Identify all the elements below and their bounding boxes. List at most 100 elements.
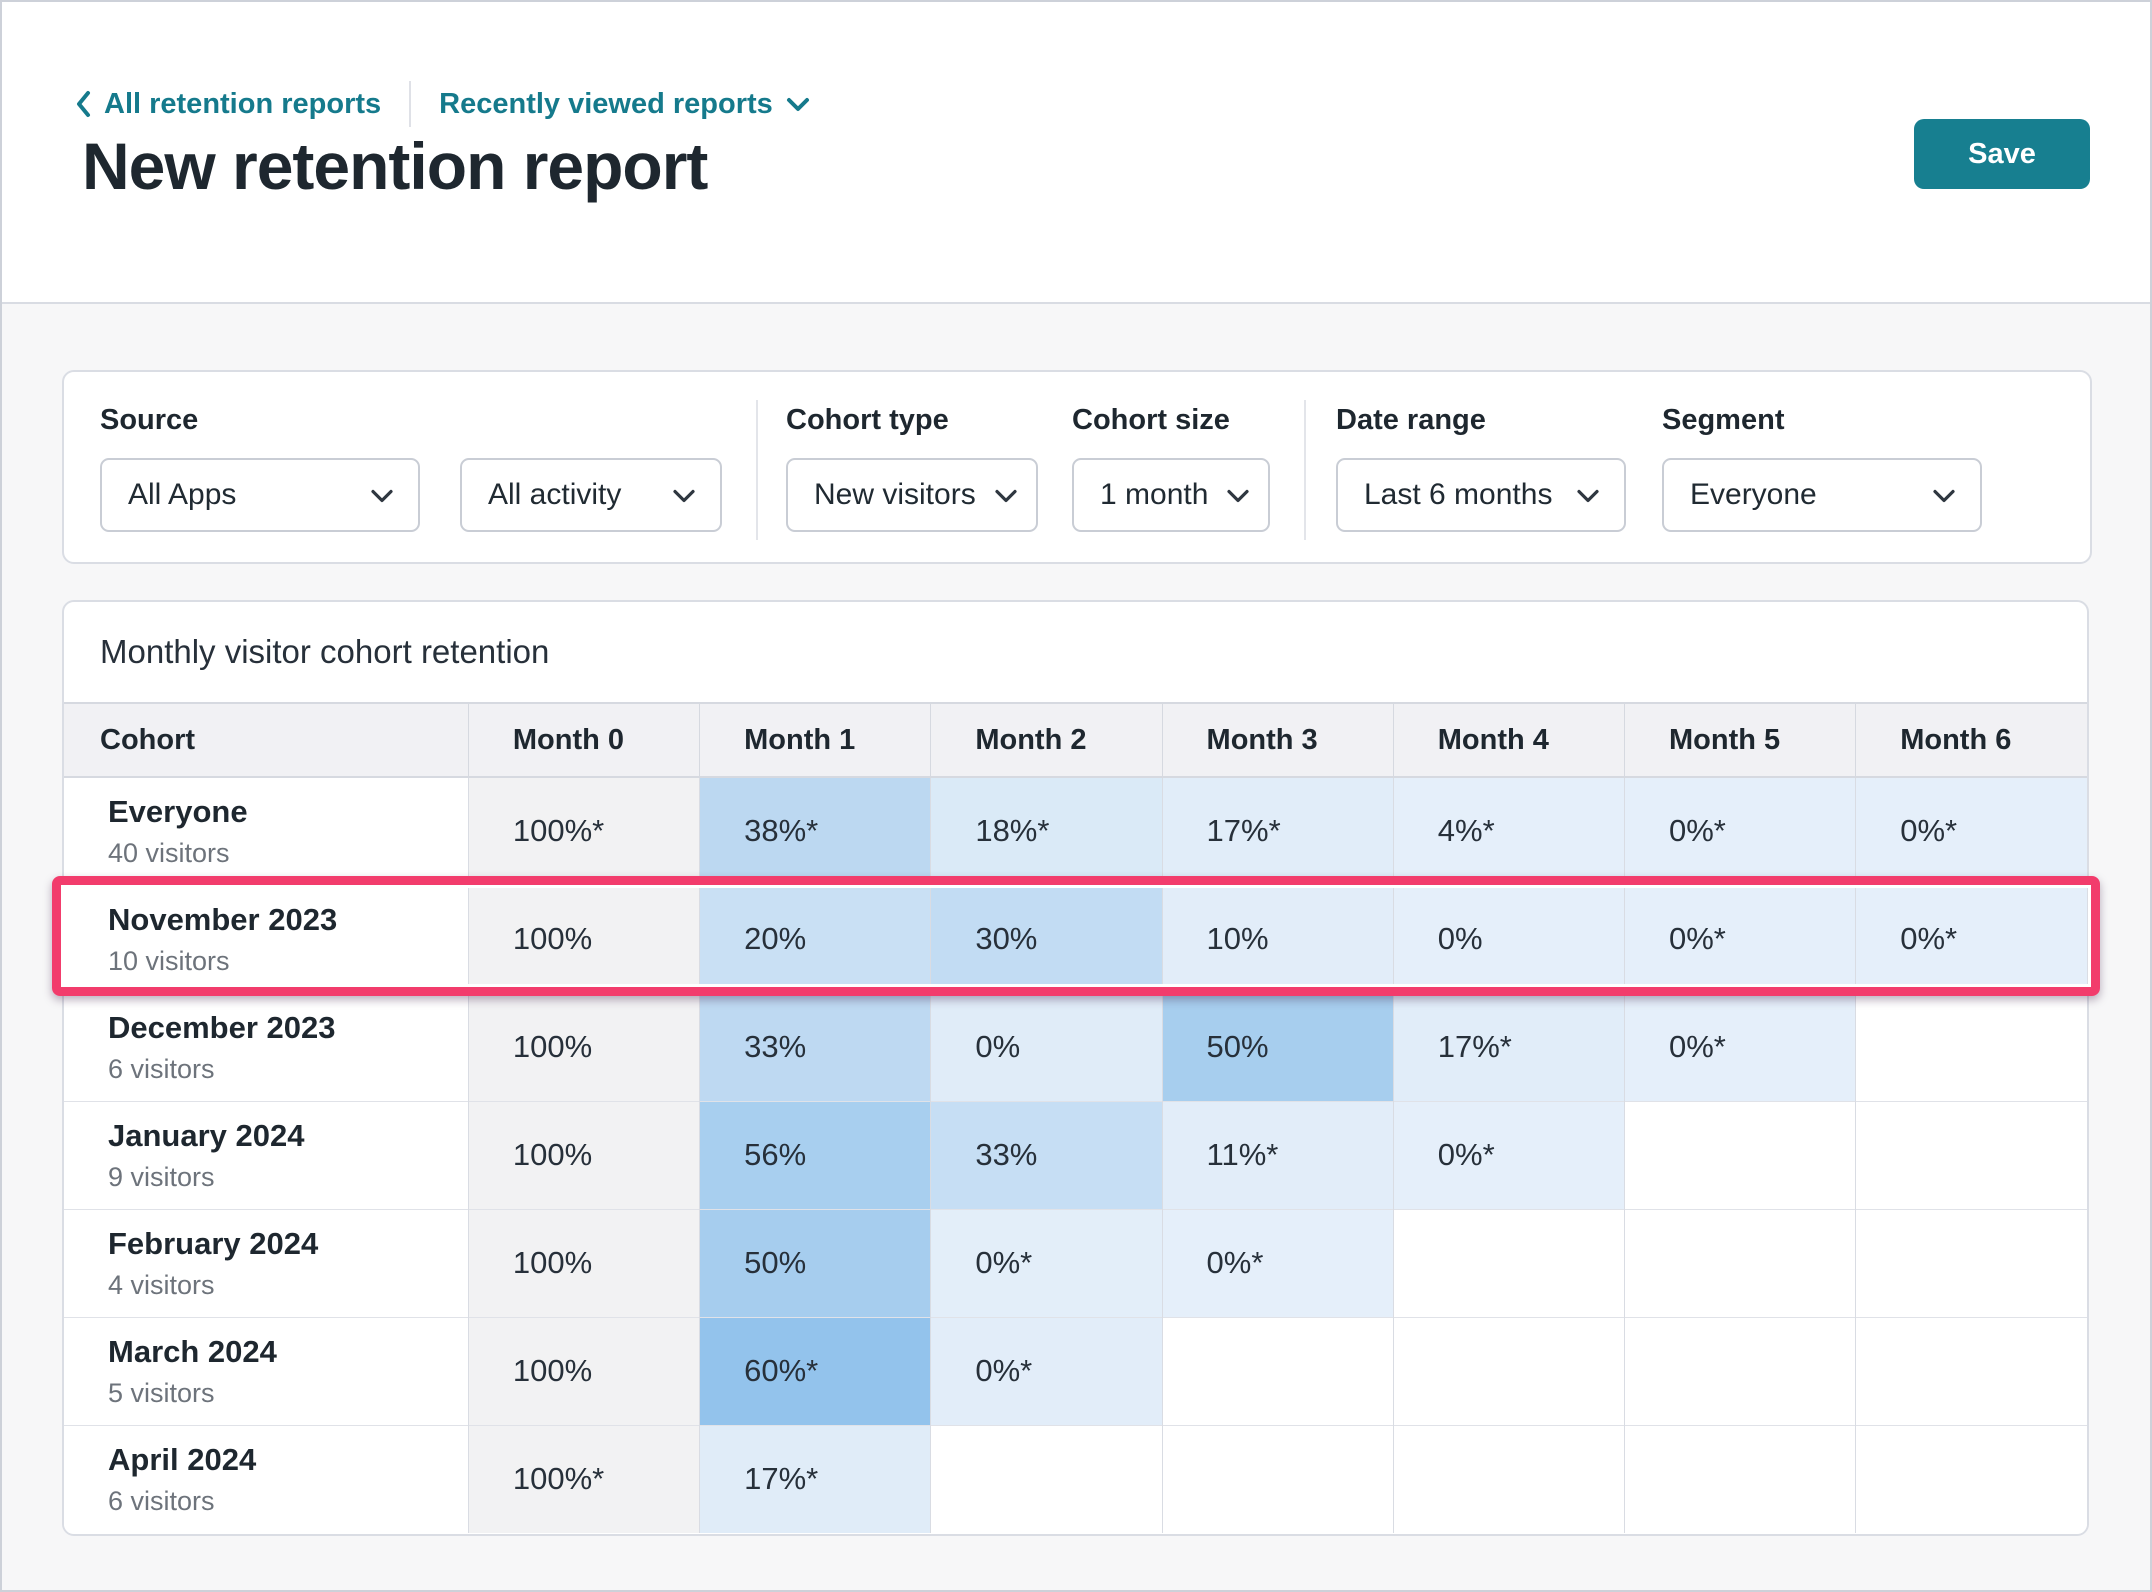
retention-value-cell: 56%	[699, 1100, 932, 1209]
retention-value-cell	[930, 1424, 1163, 1533]
table-row: November 2023 10 visitors 100% 20% 30% 10% 0% 0…	[64, 884, 2087, 993]
retention-value-cell: 100%*	[468, 777, 701, 885]
retention-value-cell: 20%	[699, 884, 932, 993]
retention-value-cell	[1624, 1424, 1857, 1533]
breadcrumb: All retention reports Recently viewed re…	[74, 81, 811, 127]
retention-value-cell: 0%*	[1624, 884, 1857, 993]
table-row: January 2024 9 visitors 100% 56% 33% 11%* 0%*	[64, 1100, 2087, 1209]
save-button[interactable]: Save	[1914, 119, 2090, 189]
cohort-size-label: Cohort size	[1072, 404, 1230, 436]
retention-value-cell: 50%	[1162, 992, 1394, 1101]
recently-viewed-label: Recently viewed reports	[439, 87, 773, 120]
cohort-visitors: 4 visitors	[108, 1269, 215, 1300]
cohort-name: December 2023	[108, 1009, 336, 1045]
cohort-name: Everyone	[108, 793, 248, 829]
retention-value-cell	[1855, 1208, 2087, 1317]
source-activity-value: All activity	[488, 478, 622, 511]
source-activity-dropdown[interactable]: All activity	[460, 458, 722, 532]
cohort-cell: March 2024 5 visitors	[64, 1316, 469, 1425]
chevron-left-icon	[74, 89, 92, 119]
retention-value-cell	[1855, 1100, 2087, 1209]
table-row: February 2024 4 visitors 100% 50% 0%* 0%*	[64, 1208, 2087, 1317]
filters-divider	[756, 400, 758, 540]
retention-value-cell: 17%*	[1393, 992, 1625, 1101]
retention-value-cell: 4%*	[1393, 777, 1625, 885]
date-range-dropdown[interactable]: Last 6 months	[1336, 458, 1626, 532]
breadcrumb-back-link[interactable]: All retention reports	[74, 88, 381, 121]
cohort-cell: April 2024 6 visitors	[64, 1424, 469, 1533]
retention-value-cell: 0%*	[1855, 777, 2087, 885]
recently-viewed-dropdown[interactable]: Recently viewed reports	[439, 88, 811, 121]
cohort-visitors: 10 visitors	[108, 945, 230, 976]
table-title: Monthly visitor cohort retention	[100, 633, 550, 670]
cohort-retention-table: Cohort Month 0 Month 1 Month 2 Month 3 Month …	[64, 702, 2087, 1533]
source-apps-dropdown[interactable]: All Apps	[100, 458, 420, 532]
retention-value-cell: 100%	[468, 1316, 701, 1425]
retention-value-cell	[1855, 1316, 2087, 1425]
retention-table-card: Monthly visitor cohort retention Cohort M…	[62, 600, 2089, 1536]
source-apps-value: All Apps	[128, 478, 237, 511]
retention-value-cell: 0%*	[1624, 992, 1857, 1101]
retention-value-cell: 100%*	[468, 1424, 701, 1533]
retention-value-cell: 0%*	[1162, 1208, 1394, 1317]
column-header: Month 3	[1162, 702, 1394, 778]
cohort-type-value: New visitors	[814, 478, 976, 511]
cohort-visitors: 5 visitors	[108, 1377, 215, 1408]
cohort-size-value: 1 month	[1100, 478, 1209, 511]
retention-value-cell	[1624, 1100, 1857, 1209]
column-header: Month 6	[1855, 702, 2087, 778]
retention-value-cell: 33%	[930, 1100, 1163, 1209]
retention-value-cell: 60%*	[699, 1316, 932, 1425]
cohort-name: January 2024	[108, 1117, 305, 1153]
page-header: All retention reports Recently viewed re…	[2, 2, 2150, 304]
chevron-down-icon	[1914, 478, 1956, 512]
retention-value-cell	[1855, 1424, 2087, 1533]
filters-bar: Source All Apps All activity Cohort type…	[62, 370, 2092, 564]
retention-value-cell: 0%*	[930, 1316, 1163, 1425]
cohort-name: April 2024	[108, 1441, 257, 1477]
table-row: December 2023 6 visitors 100% 33% 0% 50% 17%* 0…	[64, 992, 2087, 1101]
retention-value-cell: 0%*	[930, 1208, 1163, 1317]
retention-value-cell: 0%*	[1624, 777, 1857, 885]
retention-value-cell: 50%	[699, 1208, 932, 1317]
page-title: New retention report	[82, 129, 708, 203]
cohort-name: March 2024	[108, 1333, 277, 1369]
cohort-cell: December 2023 6 visitors	[64, 992, 469, 1101]
retention-value-cell: 0%	[930, 992, 1163, 1101]
cohort-name: November 2023	[108, 901, 338, 937]
cohort-visitors: 9 visitors	[108, 1161, 215, 1192]
retention-value-cell: 17%*	[1162, 777, 1394, 885]
chevron-down-icon	[1558, 478, 1600, 512]
retention-value-cell	[1162, 1424, 1394, 1533]
column-header: Month 0	[468, 702, 701, 778]
chevron-down-icon	[785, 95, 811, 113]
cohort-visitors: 6 visitors	[108, 1053, 215, 1084]
breadcrumb-divider	[409, 81, 412, 127]
retention-value-cell	[1393, 1316, 1625, 1425]
retention-value-cell: 100%	[468, 884, 701, 993]
cohort-size-dropdown[interactable]: 1 month	[1072, 458, 1270, 532]
cohort-type-dropdown[interactable]: New visitors	[786, 458, 1038, 532]
column-header: Month 4	[1393, 702, 1625, 778]
chevron-down-icon	[976, 478, 1018, 512]
retention-value-cell	[1855, 992, 2087, 1101]
cohort-visitors: 6 visitors	[108, 1485, 215, 1516]
cohort-visitors: 40 visitors	[108, 837, 230, 868]
retention-value-cell: 11%*	[1162, 1100, 1394, 1209]
retention-value-cell	[1624, 1316, 1857, 1425]
retention-value-cell: 38%*	[699, 777, 932, 885]
retention-value-cell: 100%	[468, 1100, 701, 1209]
segment-dropdown[interactable]: Everyone	[1662, 458, 1982, 532]
table-row: March 2024 5 visitors 100% 60%* 0%*	[64, 1316, 2087, 1425]
retention-value-cell	[1624, 1208, 1857, 1317]
cohort-type-label: Cohort type	[786, 404, 949, 436]
retention-value-cell: 10%	[1162, 884, 1394, 993]
retention-value-cell	[1393, 1208, 1625, 1317]
retention-value-cell: 33%	[699, 992, 932, 1101]
cohort-cell: November 2023 10 visitors	[64, 884, 469, 993]
cohort-table-body: Everyone 40 visitors 100%* 38%* 18%* 17%* 4%* 0…	[64, 777, 2087, 1533]
segment-label: Segment	[1662, 404, 1785, 436]
retention-value-cell: 100%	[468, 992, 701, 1101]
cohort-cell: January 2024 9 visitors	[64, 1100, 469, 1209]
